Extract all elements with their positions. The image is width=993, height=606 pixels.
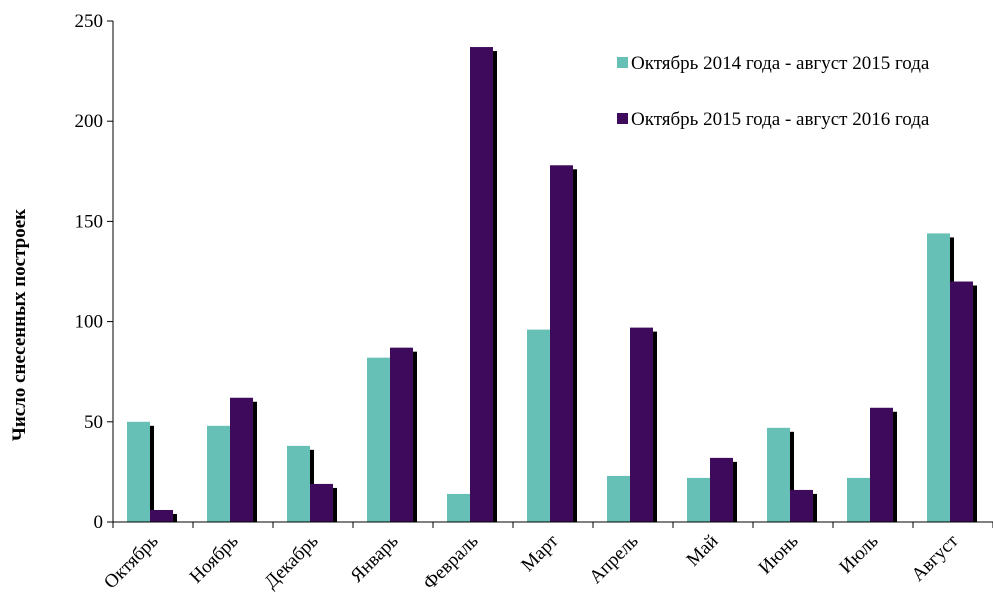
bar-series-1 [207,425,230,522]
x-tick-label: Февраль [419,530,483,594]
bar-series-2 [790,489,813,522]
x-tick-label: Июль [835,530,882,577]
bar-series-1 [927,233,950,522]
y-tick-label: 0 [94,512,104,533]
y-ticks: 0 50 100 150 200 250 [75,11,113,533]
legend-label-1: Октябрь 2014 года - август 2015 года [631,53,930,74]
bar-series-2 [870,407,893,522]
x-tick-label: Ноябрь [186,530,243,587]
bar-series-2 [150,509,173,522]
x-tick-label: Август [908,530,963,585]
bars-layer [127,47,977,522]
x-tick-label: Декабрь [260,530,322,592]
y-axis-label: Число снесенных построек [9,209,30,441]
x-tick-label: Июнь [755,530,803,578]
x-tick-label: Март [517,530,563,576]
y-tick-label: 200 [75,111,104,132]
bar-series-2 [310,483,333,522]
bar-series-1 [767,427,790,522]
legend-swatch-2 [617,113,628,124]
x-ticks: Октябрь Ноябрь Декабрь Январь Февраль Март Апр… [100,522,993,594]
bar-series-1 [687,477,710,522]
bar-series-1 [367,357,390,522]
y-tick-label: 100 [75,312,104,333]
bar-series-2 [230,397,253,522]
x-tick-label: Январь [347,530,403,586]
x-tick-label: Май [683,531,723,571]
x-tick-label: Октябрь [100,530,163,593]
y-tick-label: 250 [75,11,104,32]
y-tick-label: 150 [75,211,104,232]
bar-series-1 [527,329,550,522]
legend-swatch-1 [617,57,628,68]
x-tick-label: Апрель [585,530,642,587]
bar-series-2 [710,457,733,522]
legend: Октябрь 2014 года - август 2015 года Октя… [617,53,930,130]
y-tick-label: 50 [84,412,103,433]
bar-series-1 [847,477,870,522]
bar-series-2 [390,347,413,522]
bar-series-1 [287,445,310,522]
bar-series-2 [630,327,653,522]
bar-series-1 [447,493,470,522]
bar-series-2 [550,165,573,522]
bar-series-2 [470,47,493,522]
bar-series-1 [127,421,150,522]
bar-series-2 [950,281,973,522]
bar-series-1 [607,475,630,522]
legend-label-2: Октябрь 2015 года - август 2016 года [631,109,930,130]
